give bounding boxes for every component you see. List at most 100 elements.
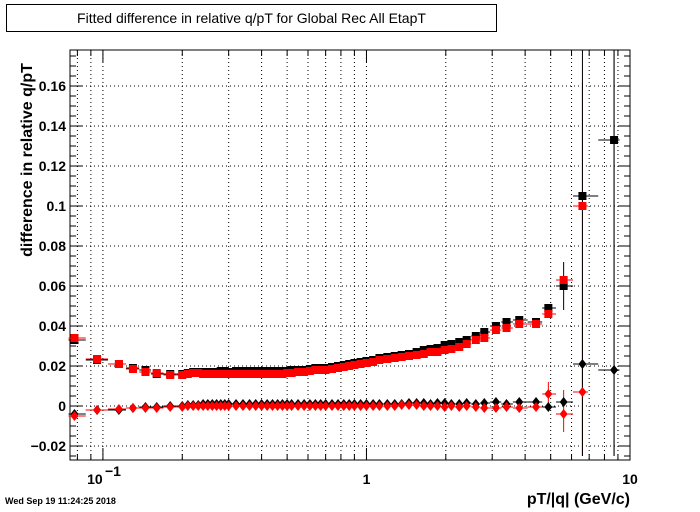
data-point-square: [356, 360, 365, 368]
data-point-diamond: [251, 401, 260, 411]
plot-frame: [69, 49, 631, 461]
data-point-square: [362, 359, 371, 367]
data-point-square: [419, 350, 428, 358]
data-point-diamond: [194, 401, 203, 411]
data-point-diamond: [238, 401, 247, 411]
data-point-square: [311, 366, 320, 374]
data-point-square: [152, 369, 161, 377]
data-point-diamond: [515, 403, 524, 413]
data-point-square: [183, 370, 192, 378]
data-point-square: [502, 318, 511, 326]
data-point-diamond: [412, 400, 421, 410]
data-point-diamond: [212, 401, 221, 411]
data-point-diamond: [224, 401, 233, 411]
data-point-diamond: [245, 401, 254, 411]
data-point-square: [238, 370, 247, 378]
data-point-diamond: [383, 401, 392, 411]
y-tick-label: −0.02: [31, 438, 67, 454]
data-point-diamond: [462, 401, 471, 411]
data-point-diamond: [544, 402, 553, 412]
data-point-diamond: [294, 401, 303, 411]
data-point-diamond: [362, 401, 371, 411]
x-tick-label: 10: [622, 471, 638, 487]
data-point-diamond: [404, 400, 413, 410]
x-axis-label: pT/|q| (GeV/c): [526, 491, 630, 508]
data-point-square: [278, 370, 287, 378]
data-point-diamond: [345, 401, 354, 411]
y-tick-label: 0.06: [39, 278, 66, 294]
data-point-square: [212, 370, 221, 378]
data-point-diamond: [263, 401, 272, 411]
data-point-diamond: [433, 401, 442, 411]
data-point-square: [128, 365, 137, 373]
data-point-square: [515, 320, 524, 328]
data-point-square: [203, 370, 212, 378]
data-point-diamond: [610, 365, 619, 375]
data-point-square: [257, 370, 266, 378]
x-tick-label: 10: [87, 471, 103, 487]
data-point-diamond: [128, 403, 137, 413]
data-point-diamond: [544, 389, 553, 399]
data-point-diamond: [559, 397, 568, 407]
data-point-diamond: [152, 403, 161, 413]
chart-title-box: Fitted difference in relative q/pT for G…: [6, 4, 497, 32]
data-point-square: [189, 369, 198, 377]
data-point-square: [397, 353, 406, 361]
data-point-diamond: [189, 401, 198, 411]
data-point-diamond: [502, 402, 511, 412]
data-point-square: [93, 355, 102, 363]
data-point-diamond: [183, 401, 192, 411]
data-point-square: [433, 348, 442, 356]
y-tick-label: 0.08: [39, 238, 66, 254]
data-point-square: [232, 370, 241, 378]
data-point-square: [544, 310, 553, 318]
y-tick-label: 0: [58, 398, 66, 414]
data-point-square: [559, 276, 568, 284]
y-tick-label: 0.04: [39, 318, 66, 334]
data-point-diamond: [203, 401, 212, 411]
data-point-diamond: [480, 403, 489, 413]
data-point-square: [339, 363, 348, 371]
data-point-square: [294, 368, 303, 376]
data-point-square: [321, 366, 330, 374]
data-point-diamond: [426, 401, 435, 411]
y-tick-label: 0.1: [47, 198, 67, 214]
data-point-diamond: [216, 401, 225, 411]
data-point-square: [70, 334, 79, 342]
data-point-square: [447, 345, 456, 353]
data-point-square: [300, 368, 309, 376]
data-point-square: [480, 334, 489, 342]
data-point-diamond: [578, 387, 587, 397]
data-point-diamond: [283, 401, 292, 411]
data-point-square: [383, 355, 392, 363]
data-point-square: [334, 364, 343, 372]
data-point-diamond: [114, 404, 123, 414]
data-point-diamond: [300, 401, 309, 411]
data-point-diamond: [328, 401, 337, 411]
data-point-diamond: [390, 401, 399, 411]
data-point-diamond: [559, 409, 568, 419]
data-point-square: [462, 340, 471, 348]
data-point-diamond: [268, 401, 277, 411]
data-point-square: [224, 370, 233, 378]
data-point-diamond: [273, 401, 282, 411]
data-point-square: [141, 368, 150, 376]
data-point-square: [345, 362, 354, 370]
data-point-square: [328, 365, 337, 373]
data-point-square: [491, 326, 500, 334]
data-point-diamond: [321, 401, 330, 411]
chart-title: Fitted difference in relative q/pT for G…: [77, 10, 426, 26]
data-point-square: [502, 324, 511, 332]
data-point-diamond: [471, 402, 480, 412]
timestamp: Wed Sep 19 11:24:25 2018: [5, 496, 116, 506]
data-point-square: [480, 328, 489, 336]
data-point-diamond: [455, 402, 464, 412]
data-point-diamond: [491, 397, 500, 407]
data-point-square: [559, 282, 568, 290]
data-point-square: [263, 370, 272, 378]
data-point-diamond: [532, 402, 541, 412]
y-axis-label: difference in relative q/pT: [19, 63, 36, 257]
x-tick-label: 1: [363, 471, 371, 487]
data-point-square: [369, 358, 378, 366]
